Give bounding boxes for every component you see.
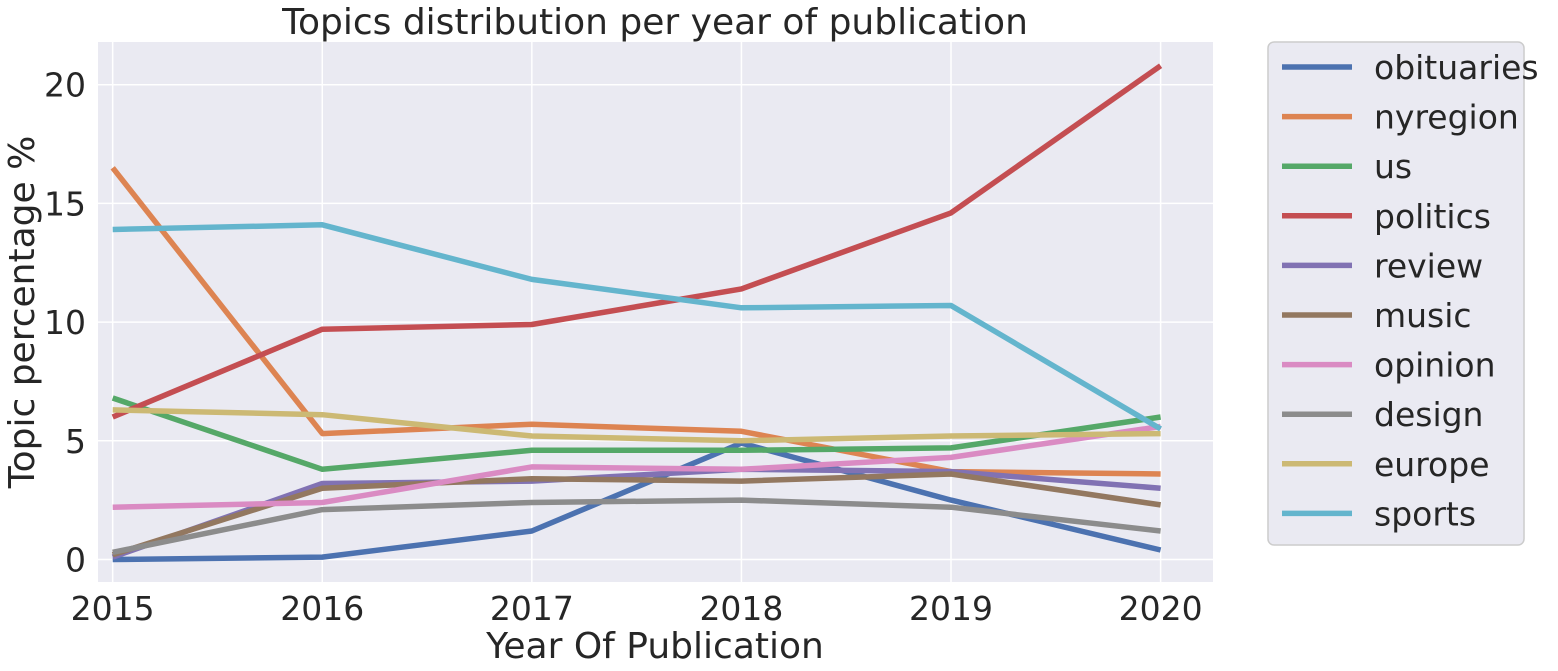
legend-label: music	[1374, 296, 1472, 335]
grid-lines	[98, 42, 1213, 582]
legend-item-design: design	[1282, 395, 1483, 434]
legend-label: sports	[1374, 494, 1476, 533]
legend-item-sports: sports	[1282, 494, 1476, 533]
legend-item-obituaries: obituaries	[1282, 48, 1539, 87]
y-axis-ticks: 0 5 10 15 20	[44, 66, 86, 580]
plot-background	[98, 42, 1213, 582]
legend-item-music: music	[1282, 296, 1472, 335]
legend-item-nyregion: nyregion	[1282, 98, 1519, 137]
legend-item-politics: politics	[1282, 197, 1491, 236]
x-axis-label: Year Of Publication	[485, 626, 824, 667]
y-tick-label: 20	[44, 66, 86, 105]
legend-item-europe: europe	[1282, 445, 1490, 484]
x-tick-label: 2017	[490, 589, 574, 628]
series-line-sports	[112, 222, 1162, 432]
y-tick-label: 0	[65, 540, 86, 579]
legend-label: europe	[1374, 445, 1490, 484]
y-axis-label: Topic percentage %	[2, 136, 43, 490]
series-lines	[110, 63, 1163, 563]
chart-title: Topics distribution per year of publicat…	[281, 2, 1028, 43]
legend: obituaries nyregion us politics review music o…	[1267, 41, 1539, 546]
legend-item-review: review	[1282, 246, 1483, 285]
legend-label: design	[1374, 395, 1483, 434]
x-tick-label: 2015	[71, 589, 155, 628]
series-line-europe	[112, 407, 1161, 444]
x-tick-label: 2016	[280, 589, 364, 628]
series-line-politics	[111, 63, 1163, 420]
legend-label: nyregion	[1374, 98, 1519, 137]
legend-label: opinion	[1374, 346, 1496, 385]
legend-label: us	[1374, 147, 1412, 186]
series-line-music	[111, 471, 1162, 558]
legend-label: obituaries	[1374, 48, 1539, 87]
series-line-review	[111, 466, 1161, 560]
x-tick-label: 2018	[699, 589, 783, 628]
series-line-design	[112, 497, 1161, 555]
legend-items: obituaries nyregion us politics review music o…	[1282, 48, 1539, 533]
y-tick-label: 5	[65, 422, 86, 461]
y-tick-label: 15	[44, 184, 86, 223]
series-line-opinion	[112, 423, 1162, 510]
x-tick-label: 2019	[909, 589, 993, 628]
legend-label: politics	[1374, 197, 1491, 236]
legend-item-us: us	[1282, 147, 1412, 186]
series-line-us	[111, 395, 1162, 473]
legend-item-opinion: opinion	[1282, 346, 1496, 385]
y-tick-label: 10	[44, 303, 86, 342]
legend-label: review	[1374, 246, 1483, 285]
x-tick-label: 2020	[1119, 589, 1203, 628]
x-axis-ticks: 2015 2016 2017 2018 2019 2020	[71, 589, 1203, 628]
